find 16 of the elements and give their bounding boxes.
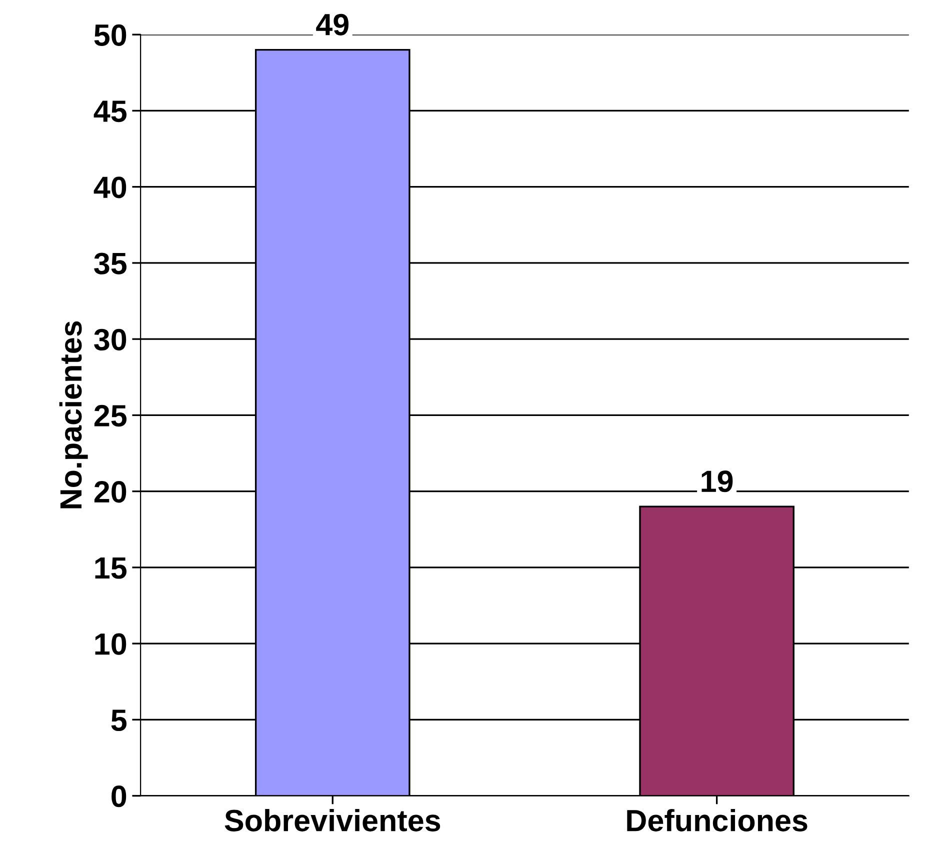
y-tick-label: 50: [94, 24, 126, 46]
x-tick-label: Defunciones: [627, 808, 808, 832]
y-tick-label: 30: [94, 328, 126, 350]
y-tick-label: 15: [95, 557, 127, 579]
data-label: 49: [316, 14, 348, 36]
data-label: 19: [702, 470, 733, 492]
y-axis-title: No.pacientes: [59, 321, 88, 508]
y-tick-label: 20: [94, 481, 126, 503]
y-tick-label: 0: [112, 786, 126, 808]
y-tick-label: 40: [94, 176, 126, 198]
y-tick-label: 25: [94, 404, 127, 427]
y-tick-label: 35: [94, 252, 127, 274]
y-tick-label: 10: [95, 633, 126, 655]
x-tick-label: Sobrevivientes: [224, 808, 440, 832]
y-tick-label: 5: [111, 710, 127, 732]
y-tick-label: 45: [94, 100, 127, 122]
